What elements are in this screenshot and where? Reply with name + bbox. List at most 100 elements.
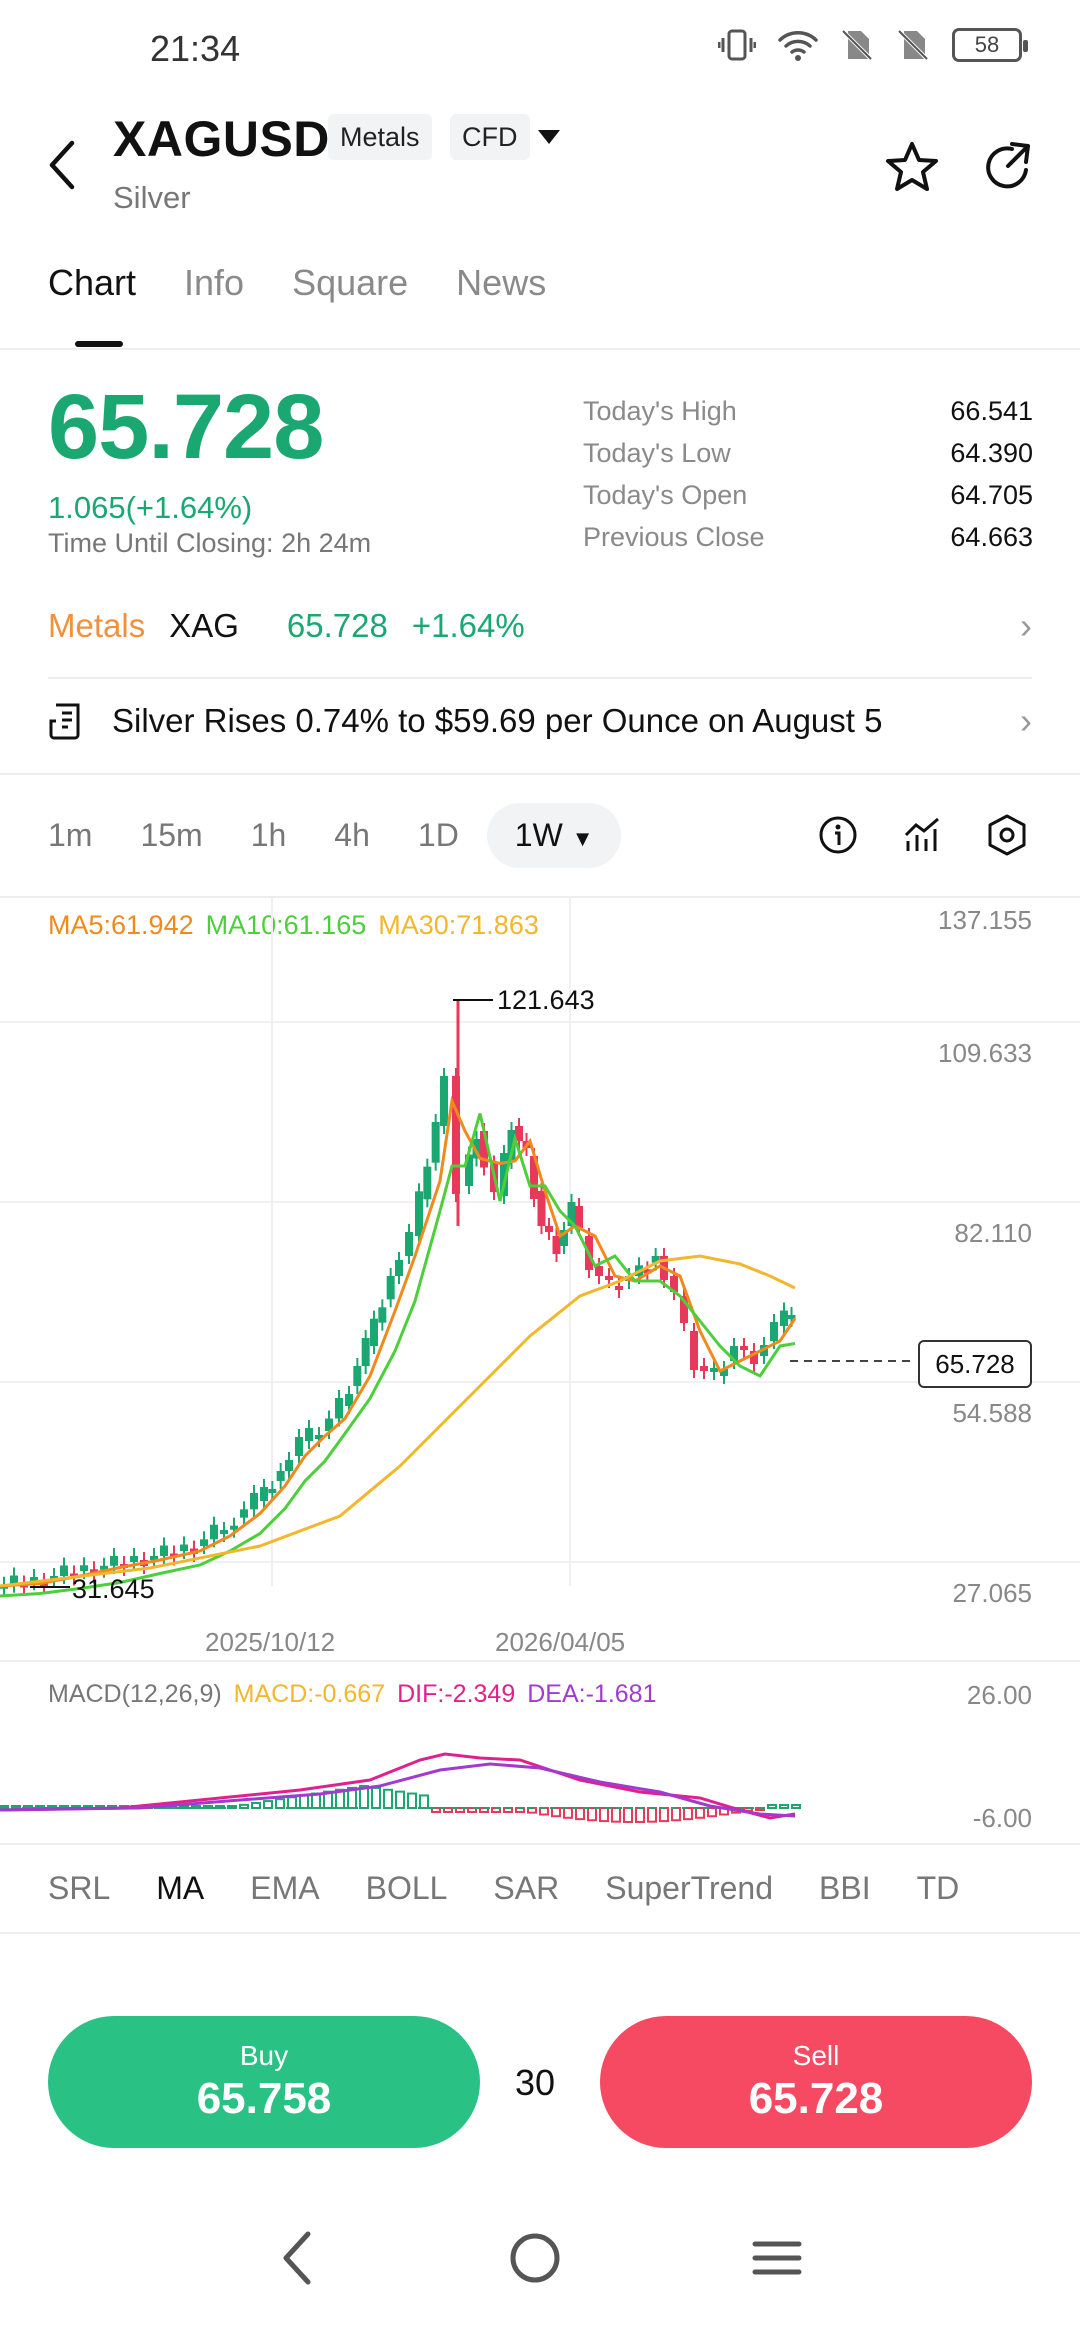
timeframe-1h[interactable]: 1h: [250, 816, 287, 853]
buy-price: 65.758: [196, 2074, 332, 2123]
macd-chart[interactable]: [0, 1700, 1080, 1840]
timeframe-15m[interactable]: 15m: [140, 816, 203, 853]
candle-body: [150, 1556, 158, 1560]
buy-button[interactable]: Buy 65.758: [48, 2016, 480, 2148]
timeframe-1d[interactable]: 1D: [417, 816, 459, 853]
candle-body: [325, 1418, 333, 1431]
candle-body: [575, 1206, 583, 1228]
macd-bar: [335, 1788, 345, 1810]
candle-body: [515, 1126, 523, 1141]
candle-body: [545, 1226, 553, 1232]
news-divider: [0, 773, 1080, 775]
macd-bar: [407, 1792, 417, 1809]
indicator-sar[interactable]: SAR: [493, 1870, 560, 1906]
candlestick-chart[interactable]: [0, 896, 1080, 1616]
candle-body: [210, 1524, 218, 1540]
indicator-icon[interactable]: [902, 815, 942, 855]
indicator-ma[interactable]: MA: [156, 1870, 205, 1906]
indicator-boll[interactable]: BOLL: [365, 1870, 448, 1906]
sell-price: 65.728: [748, 2074, 884, 2123]
candle-body: [700, 1366, 708, 1371]
timeframe-1m[interactable]: 1m: [48, 816, 93, 853]
ma5-value: MA5:61.942: [48, 910, 194, 940]
nav-home-icon[interactable]: [508, 2231, 562, 2285]
tab-square[interactable]: Square: [292, 262, 409, 303]
settings-icon[interactable]: [986, 813, 1028, 857]
macd-bar: [635, 1807, 645, 1823]
candle-body: [315, 1435, 323, 1439]
active-tab-indicator: [75, 341, 123, 347]
tab-chart[interactable]: Chart: [48, 262, 137, 303]
current-price: 65.728: [48, 376, 324, 478]
related-code: XAG: [169, 607, 239, 644]
category-tag: Metals: [328, 114, 432, 160]
timeframe-1w[interactable]: 1W ▼: [486, 802, 622, 868]
macd-bar: [287, 1796, 297, 1809]
x-axis-label: 2025/10/12: [205, 1627, 336, 1657]
dif-value: DIF:-2.349: [397, 1680, 516, 1708]
candle-body: [180, 1544, 188, 1551]
candle-body: [770, 1322, 778, 1341]
candle-body: [130, 1556, 138, 1562]
star-icon[interactable]: [884, 140, 940, 194]
candle-body: [335, 1398, 343, 1419]
macd-bar: [695, 1807, 705, 1819]
x-axis-label: 2026/04/05: [495, 1627, 626, 1657]
ticker-divider: [48, 677, 1032, 679]
nav-back-icon[interactable]: [278, 2230, 318, 2286]
indicator-bbi[interactable]: BBI: [819, 1870, 871, 1906]
candle-body: [100, 1565, 108, 1570]
candle-body: [60, 1565, 68, 1576]
related-change: +1.64%: [411, 607, 525, 644]
share-icon[interactable]: [982, 140, 1036, 194]
y-axis-label: 137.155: [938, 905, 1032, 935]
indicator-supertrend[interactable]: SuperTrend: [605, 1870, 774, 1906]
closing-value: 2h 24m: [281, 528, 372, 558]
tab-info[interactable]: Info: [184, 262, 245, 303]
tabs-divider: [0, 348, 1080, 350]
macd-bar: [383, 1788, 393, 1810]
indicator-bottom-divider: [0, 1932, 1080, 1934]
candle-body: [431, 1122, 440, 1163]
candle-body: [370, 1318, 378, 1346]
indicator-td[interactable]: TD: [916, 1870, 960, 1906]
dropdown-caret-icon[interactable]: [538, 130, 560, 146]
buy-label: Buy: [239, 2040, 289, 2071]
sell-button[interactable]: Sell 65.728: [600, 2016, 1032, 2148]
sell-label: Sell: [792, 2040, 840, 2071]
y-axis-label: 54.588: [952, 1398, 1032, 1428]
low-marker-label: 31.645: [72, 1574, 155, 1604]
candle-body: [643, 1269, 652, 1274]
info-icon[interactable]: [818, 815, 858, 855]
candle-body: [70, 1573, 78, 1578]
back-arrow-icon[interactable]: [40, 135, 90, 195]
related-category: Metals: [48, 607, 146, 644]
stat-row: Today's High 66.541: [583, 390, 1033, 432]
indicator-ema[interactable]: EMA: [250, 1870, 320, 1906]
indicator-top-divider: [0, 1843, 1080, 1845]
type-tag: CFD: [450, 114, 530, 160]
macd-title: MACD(12,26,9): [48, 1680, 222, 1708]
chevron-right-icon: ›: [1020, 605, 1032, 646]
moving-average-lines: [0, 1095, 797, 1598]
macd-value: MACD:-0.667: [233, 1680, 386, 1708]
nav-menu-icon[interactable]: [752, 2238, 802, 2278]
stat-row: Today's Open 64.705: [583, 474, 1033, 516]
indicator-srl[interactable]: SRL: [48, 1870, 111, 1906]
macd-bar: [707, 1807, 717, 1818]
tab-news[interactable]: News: [456, 262, 547, 303]
candle-body: [465, 1154, 473, 1186]
candle-body: [378, 1307, 387, 1323]
macd-bar: [647, 1807, 657, 1823]
candle-body: [353, 1366, 362, 1386]
ma10-value: MA10:61.165: [205, 910, 367, 940]
timeframe-4h[interactable]: 4h: [334, 816, 370, 853]
news-headline-row[interactable]: Silver Rises 0.74% to $59.69 per Ounce o…: [48, 700, 1032, 742]
high-marker-label: 121.643: [497, 985, 595, 1015]
related-ticker-row[interactable]: Metals XAG 65.728 +1.64% ›: [48, 605, 1032, 647]
macd-y-top: 26.00: [966, 1680, 1032, 1710]
candle-body: [740, 1346, 748, 1350]
candle-body: [651, 1256, 660, 1263]
candle-body: [405, 1232, 413, 1256]
ma30-value: MA30:71.863: [378, 910, 539, 940]
